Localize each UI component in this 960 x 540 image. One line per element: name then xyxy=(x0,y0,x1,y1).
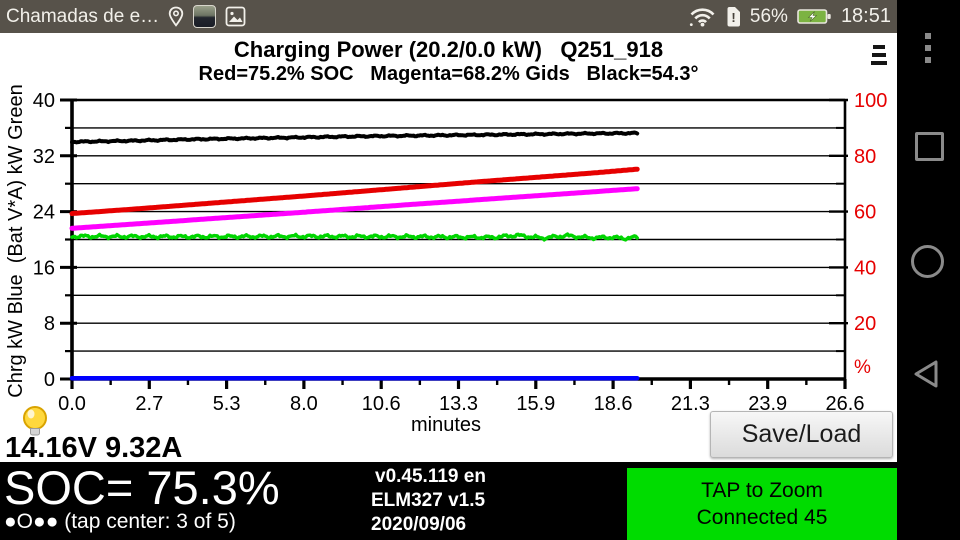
svg-text:%: % xyxy=(854,357,871,378)
svg-text:13.3: 13.3 xyxy=(439,393,478,415)
wifi-icon xyxy=(689,8,715,27)
svg-text:40: 40 xyxy=(33,90,55,112)
svg-text:20: 20 xyxy=(854,313,876,335)
battery-icon xyxy=(797,9,831,24)
home-icon[interactable] xyxy=(911,245,944,278)
save-load-button[interactable]: Save/Load xyxy=(710,411,893,458)
svg-text:16: 16 xyxy=(33,257,55,279)
svg-text:100: 100 xyxy=(854,90,887,112)
soc-red-line xyxy=(69,166,640,217)
svg-text:26.6: 26.6 xyxy=(826,393,865,415)
location-icon xyxy=(168,6,184,27)
svg-text:80: 80 xyxy=(854,146,876,168)
screenshot-icon xyxy=(225,6,246,27)
voltage-current-readout: 14.16V 9.32A xyxy=(5,432,183,464)
connected-status: Connected 45 xyxy=(696,506,828,529)
bottom-bar: SOC= 75.3% ●O●● (tap center: 3 of 5) v0.… xyxy=(0,461,897,540)
notification-text: Chamadas de e… xyxy=(6,5,160,27)
status-left: Chamadas de e… xyxy=(6,5,246,28)
battery-percent: 56% xyxy=(749,5,788,27)
x-axis-label: minutes xyxy=(411,414,481,436)
svg-text:18.6: 18.6 xyxy=(594,393,633,415)
gids-magenta-line xyxy=(69,186,640,231)
bulb-icon[interactable] xyxy=(20,405,50,445)
soc-readout[interactable]: SOC= 75.3% xyxy=(4,461,280,514)
adapter-version: ELM327 v1.5 xyxy=(371,490,486,511)
menu-icon[interactable] xyxy=(868,42,890,68)
svg-text:0.0: 0.0 xyxy=(58,393,86,415)
svg-text:5.3: 5.3 xyxy=(213,393,241,415)
svg-text:10.6: 10.6 xyxy=(362,393,401,415)
status-right: ! 56% 18:51 xyxy=(689,5,891,28)
connection-status-panel[interactable]: TAP to Zoom Connected 45 xyxy=(627,468,897,540)
svg-text:60: 60 xyxy=(854,202,876,224)
recents-icon[interactable] xyxy=(915,132,944,161)
svg-text:24: 24 xyxy=(33,202,55,224)
android-nav-bar xyxy=(897,0,960,540)
overflow-menu-icon[interactable] xyxy=(925,33,931,63)
version-info: v0.45.119 en ELM327 v1.5 2020/09/06 xyxy=(371,465,486,537)
svg-text:0: 0 xyxy=(44,369,55,391)
page-indicator[interactable]: ●O●● (tap center: 3 of 5) xyxy=(4,510,236,533)
maps-app-icon xyxy=(193,5,217,28)
chart-title: Charging Power (20.2/0.0 kW) Q251_918 xyxy=(233,37,664,62)
svg-text:15.9: 15.9 xyxy=(516,393,555,415)
svg-text:23.9: 23.9 xyxy=(748,393,787,415)
log-date: 2020/09/06 xyxy=(371,514,467,535)
svg-text:!: ! xyxy=(731,10,735,25)
app-version: v0.45.119 en xyxy=(375,466,486,487)
sim-alert-icon: ! xyxy=(727,7,740,27)
back-icon[interactable] xyxy=(909,357,943,391)
android-status-bar: Chamadas de e… ! xyxy=(0,0,897,33)
svg-text:40: 40 xyxy=(854,257,876,279)
chart-legend: Red=75.2% SOC Magenta=68.2% Gids Black=5… xyxy=(198,63,699,85)
tap-to-zoom-label: TAP to Zoom xyxy=(701,479,823,502)
clock: 18:51 xyxy=(840,5,891,27)
battery-temp-black-line xyxy=(70,130,640,145)
svg-text:2.7: 2.7 xyxy=(135,393,163,415)
svg-text:32: 32 xyxy=(33,146,55,168)
power-green-line xyxy=(70,232,639,242)
svg-text:21.3: 21.3 xyxy=(671,393,710,415)
svg-text:8: 8 xyxy=(44,313,55,335)
app-area: Charging Power (20.2/0.0 kW) Q251_918 Re… xyxy=(0,33,897,464)
svg-text:8.0: 8.0 xyxy=(290,393,318,415)
